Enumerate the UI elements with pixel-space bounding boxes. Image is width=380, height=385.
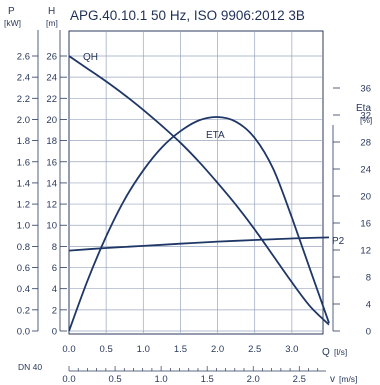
flow-tick-label: 1.0	[137, 344, 150, 355]
head-tick-label: 22	[46, 94, 57, 105]
velocity-tick-label: 0.0	[62, 374, 75, 385]
flow-tick-label: 2.0	[211, 344, 224, 355]
head-tick-label: 6	[52, 263, 57, 274]
velocity-axis-unit: [m/s]	[339, 374, 357, 384]
plot-area	[68, 30, 324, 335]
curve-label-qh: QH	[83, 52, 98, 63]
power-tick-label: 0.8	[17, 242, 30, 253]
curve-p2	[68, 236, 330, 252]
power-tick-label: 1.2	[17, 200, 30, 211]
power-tick-label: 1.4	[17, 178, 30, 189]
velocity-tick-label: 1.0	[155, 374, 168, 385]
power-tick-label: 2.0	[17, 115, 30, 126]
eta-tick-label: 16	[360, 219, 371, 230]
eta-tick-label: 28	[360, 138, 371, 149]
velocity-tick-label: 2.5	[293, 374, 306, 385]
flow-tick-label: 2.5	[248, 344, 261, 355]
curves: QH ETA P2	[68, 52, 345, 332]
power-tick-label: 0.2	[17, 305, 30, 316]
flow-tick-label: 3.0	[285, 344, 298, 355]
head-tick-label: 4	[52, 284, 57, 295]
curve-qh	[68, 55, 330, 326]
power-axis-label: P	[8, 6, 15, 17]
flow-axis-label: Q	[322, 347, 330, 358]
power-tick-label: 1.0	[17, 221, 30, 232]
velocity-tick-label: 1.5	[201, 374, 214, 385]
power-tick-label: 1.6	[17, 157, 30, 168]
eta-axis-unit: [%]	[360, 115, 372, 125]
power-axis-unit: [kW]	[4, 18, 21, 28]
head-tick-label: 26	[46, 52, 57, 63]
head-tick-label: 10	[46, 221, 57, 232]
velocity-tick-label: 0.5	[108, 374, 121, 385]
eta-tick-label: 12	[360, 246, 371, 257]
eta-tick-label: 0	[366, 327, 371, 338]
power-tick-label: 2.6	[17, 52, 30, 63]
flow-tick-label: 0.0	[62, 344, 75, 355]
flow-tick-label: 1.5	[174, 344, 187, 355]
velocity-axis-prefix: DN 40	[18, 362, 42, 372]
flow-tick-label: 0.5	[100, 344, 113, 355]
eta-axis-label: Eta	[356, 103, 371, 114]
axes: 0.0 0.5 1.0 1.5 2.0 2.5 3.00246810121416182022…	[17, 30, 371, 385]
flow-axis-unit: [l/s]	[334, 347, 347, 357]
chart-title: APG.40.10.1 50 Hz, ISO 9906:2012 3B	[70, 8, 305, 23]
power-tick-label: 2.4	[17, 73, 30, 84]
eta-tick-label: 36	[360, 84, 371, 95]
head-tick-label: 12	[46, 200, 57, 211]
power-tick-label: 2.2	[17, 94, 30, 105]
curve-label-p2: P2	[332, 236, 345, 247]
velocity-tick-label: 2.0	[247, 374, 260, 385]
power-tick-label: 1.8	[17, 136, 30, 147]
eta-tick-label: 20	[360, 192, 371, 203]
head-tick-label: 20	[46, 115, 57, 126]
head-axis-unit: [m]	[46, 18, 58, 28]
velocity-axis-label: v	[330, 374, 335, 385]
power-tick-label: 0.0	[17, 327, 30, 338]
eta-tick-label: 24	[360, 165, 371, 176]
eta-tick-label: 4	[366, 300, 371, 311]
power-tick-label: 0.6	[17, 263, 30, 274]
eta-tick-label: 32	[360, 111, 371, 122]
head-tick-label: 0	[52, 327, 57, 338]
power-tick-label: 0.4	[17, 284, 30, 295]
head-tick-label: 14	[46, 178, 57, 189]
head-tick-label: 2	[52, 305, 57, 316]
curve-label-eta: ETA	[206, 130, 225, 141]
curve-eta	[68, 116, 330, 332]
head-tick-label: 8	[52, 242, 57, 253]
eta-tick-label: 8	[366, 273, 371, 284]
head-tick-label: 18	[46, 136, 57, 147]
head-tick-label: 24	[46, 73, 57, 84]
head-axis-label: H	[48, 6, 55, 17]
head-tick-label: 16	[46, 157, 57, 168]
